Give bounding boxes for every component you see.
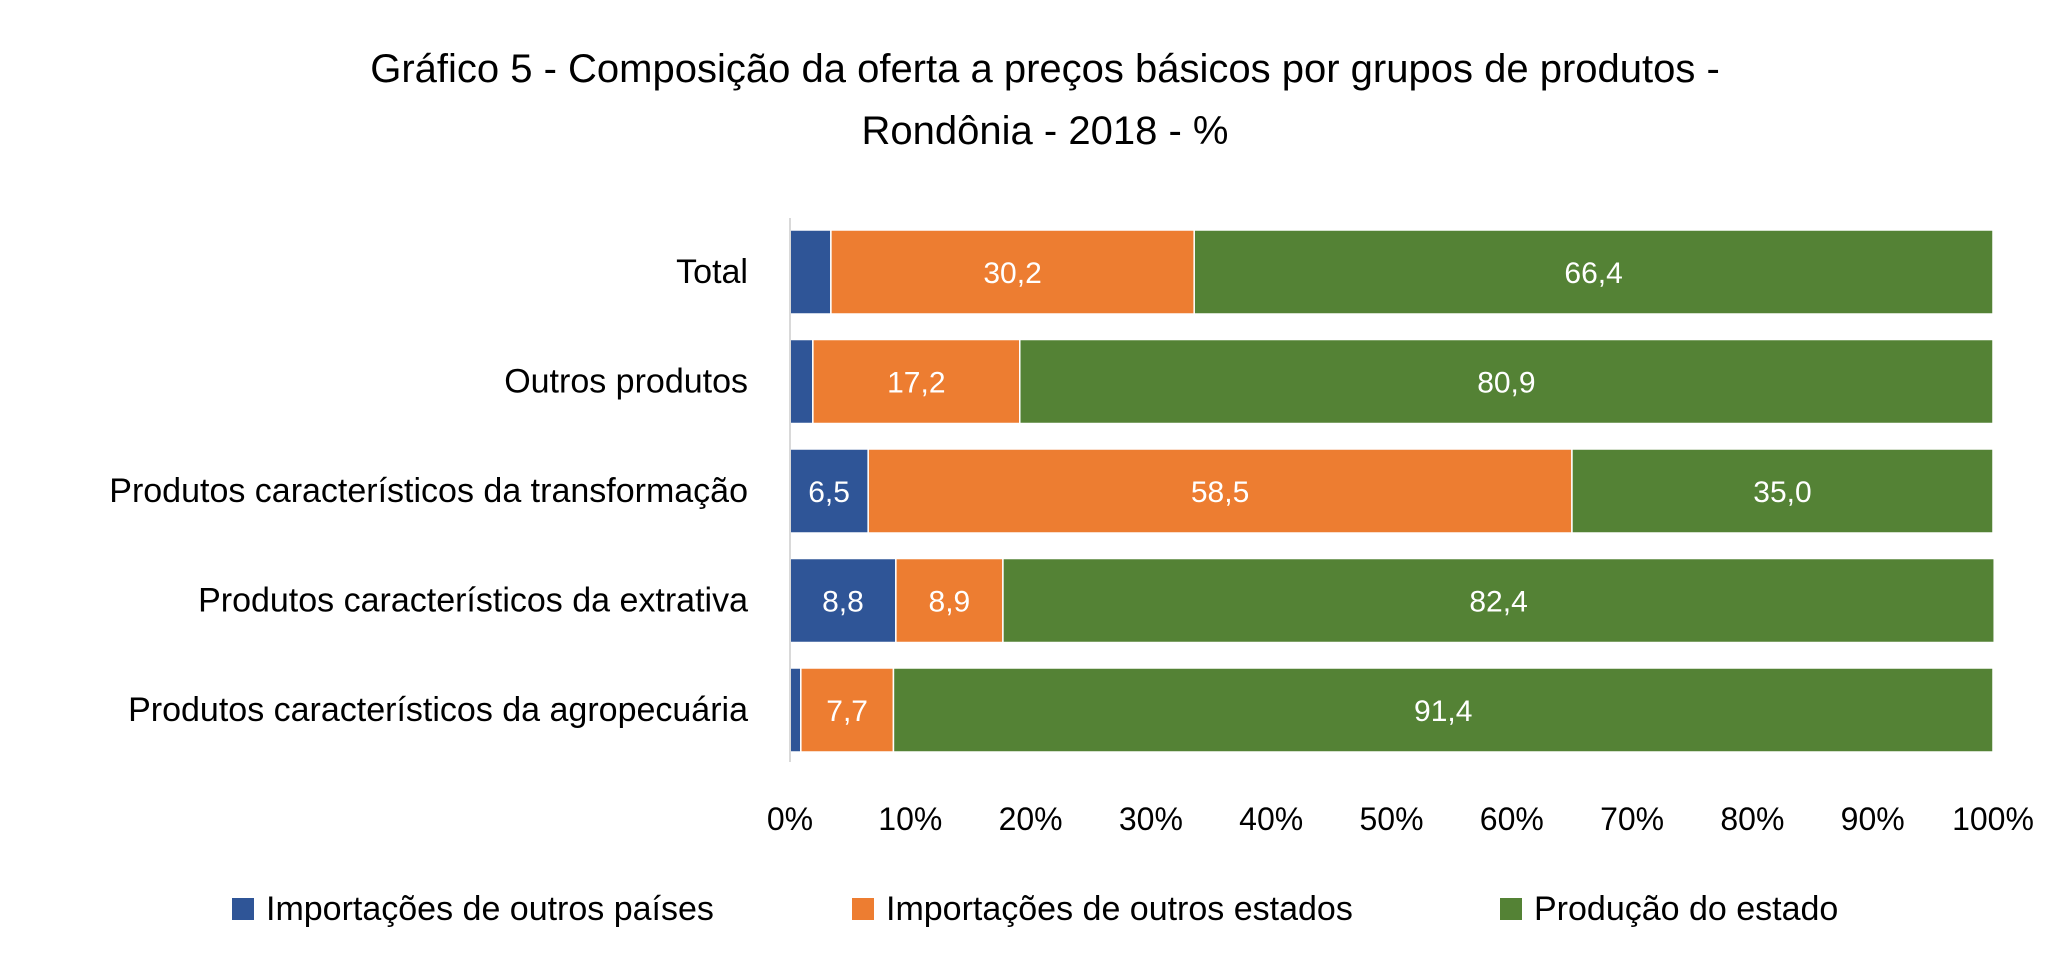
x-tick-label: 40% — [1239, 801, 1303, 837]
data-label: 80,9 — [1477, 367, 1535, 400]
bars-group: 30,2 66,4 17,2 80,9 6,5 58,5 35,0 8,8 8,9 82,4 7,7… — [789, 229, 1995, 753]
data-label: 66,4 — [1564, 257, 1622, 290]
chart-title: Gráfico 5 - Composição da oferta a preço… — [370, 47, 1720, 153]
data-label: 91,4 — [1414, 695, 1472, 728]
bar-segment — [892, 667, 1994, 753]
legend-label: Produção do estado — [1534, 890, 1838, 928]
x-tick-label: 60% — [1480, 801, 1544, 837]
category-label: Produtos característicos da extrativa — [198, 582, 748, 620]
legend-swatch — [232, 898, 254, 920]
bar-segment — [789, 667, 802, 753]
bar-segment — [895, 557, 1004, 644]
data-label: 8,8 — [822, 586, 864, 619]
data-label: 17,2 — [887, 367, 945, 400]
data-label: 30,2 — [983, 257, 1041, 290]
x-tick-label: 50% — [1359, 801, 1423, 837]
x-tick-label: 30% — [1119, 801, 1183, 837]
bar-segment — [1193, 229, 1994, 315]
bar-segment — [830, 229, 1195, 315]
bar-segment — [1571, 448, 1994, 534]
bar-segment — [800, 667, 895, 753]
x-tick-label: 20% — [999, 801, 1063, 837]
x-axis-tick-labels: 0% 10% 20% 30% 40% 50% 60% 70% 80% 90% 100% — [767, 801, 2034, 837]
data-label: 7,7 — [826, 695, 868, 728]
chart-title-line: Gráfico 5 - Composição da oferta a preço… — [370, 47, 1720, 91]
data-label: 6,5 — [808, 476, 850, 509]
x-tick-label: 0% — [767, 801, 813, 837]
legend-swatch — [1500, 898, 1522, 920]
data-label: 82,4 — [1469, 586, 1527, 619]
legend-label: Importações de outros países — [266, 890, 714, 928]
bar-segment — [789, 229, 832, 315]
data-label: 8,9 — [929, 586, 971, 619]
category-label: Produtos característicos da agropecuária — [128, 691, 748, 729]
bar-segment — [1002, 557, 1995, 644]
data-label: 35,0 — [1753, 476, 1811, 509]
legend: Importações de outros países Importações … — [232, 890, 1838, 928]
category-label: Total — [676, 253, 748, 291]
chart-title-line: Rondônia - 2018 - % — [862, 109, 1229, 153]
legend-label: Importações de outros estados — [886, 890, 1353, 928]
category-labels: Total Outros produtos Produtos característ… — [109, 253, 748, 729]
legend-swatch — [852, 898, 874, 920]
x-tick-label: 90% — [1841, 801, 1905, 837]
bar-segment — [789, 338, 814, 425]
bar-segment — [1019, 338, 1994, 425]
x-tick-label: 10% — [878, 801, 942, 837]
x-tick-label: 80% — [1720, 801, 1784, 837]
category-label: Produtos característicos da transformaçã… — [109, 472, 748, 510]
bar-segment — [812, 338, 1021, 425]
category-label: Outros produtos — [504, 363, 748, 401]
x-tick-label: 100% — [1952, 801, 2034, 837]
x-tick-label: 70% — [1600, 801, 1664, 837]
data-label: 58,5 — [1191, 476, 1249, 509]
bar-segment — [789, 557, 897, 644]
bar-segment — [867, 448, 1573, 534]
